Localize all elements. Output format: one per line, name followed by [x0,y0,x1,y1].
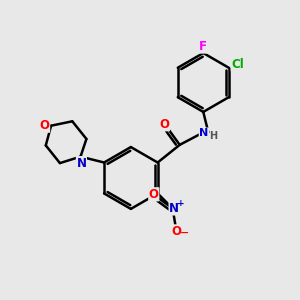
Text: N: N [169,202,179,215]
Text: O: O [40,119,50,132]
Text: +: + [177,199,185,208]
Text: O: O [149,188,159,201]
Text: H: H [209,131,217,141]
Text: Cl: Cl [231,58,244,71]
Text: F: F [199,40,207,53]
Text: O: O [159,118,170,131]
Text: −: − [180,228,189,238]
Text: N: N [199,128,208,138]
Text: N: N [76,157,86,169]
Text: O: O [171,225,181,238]
